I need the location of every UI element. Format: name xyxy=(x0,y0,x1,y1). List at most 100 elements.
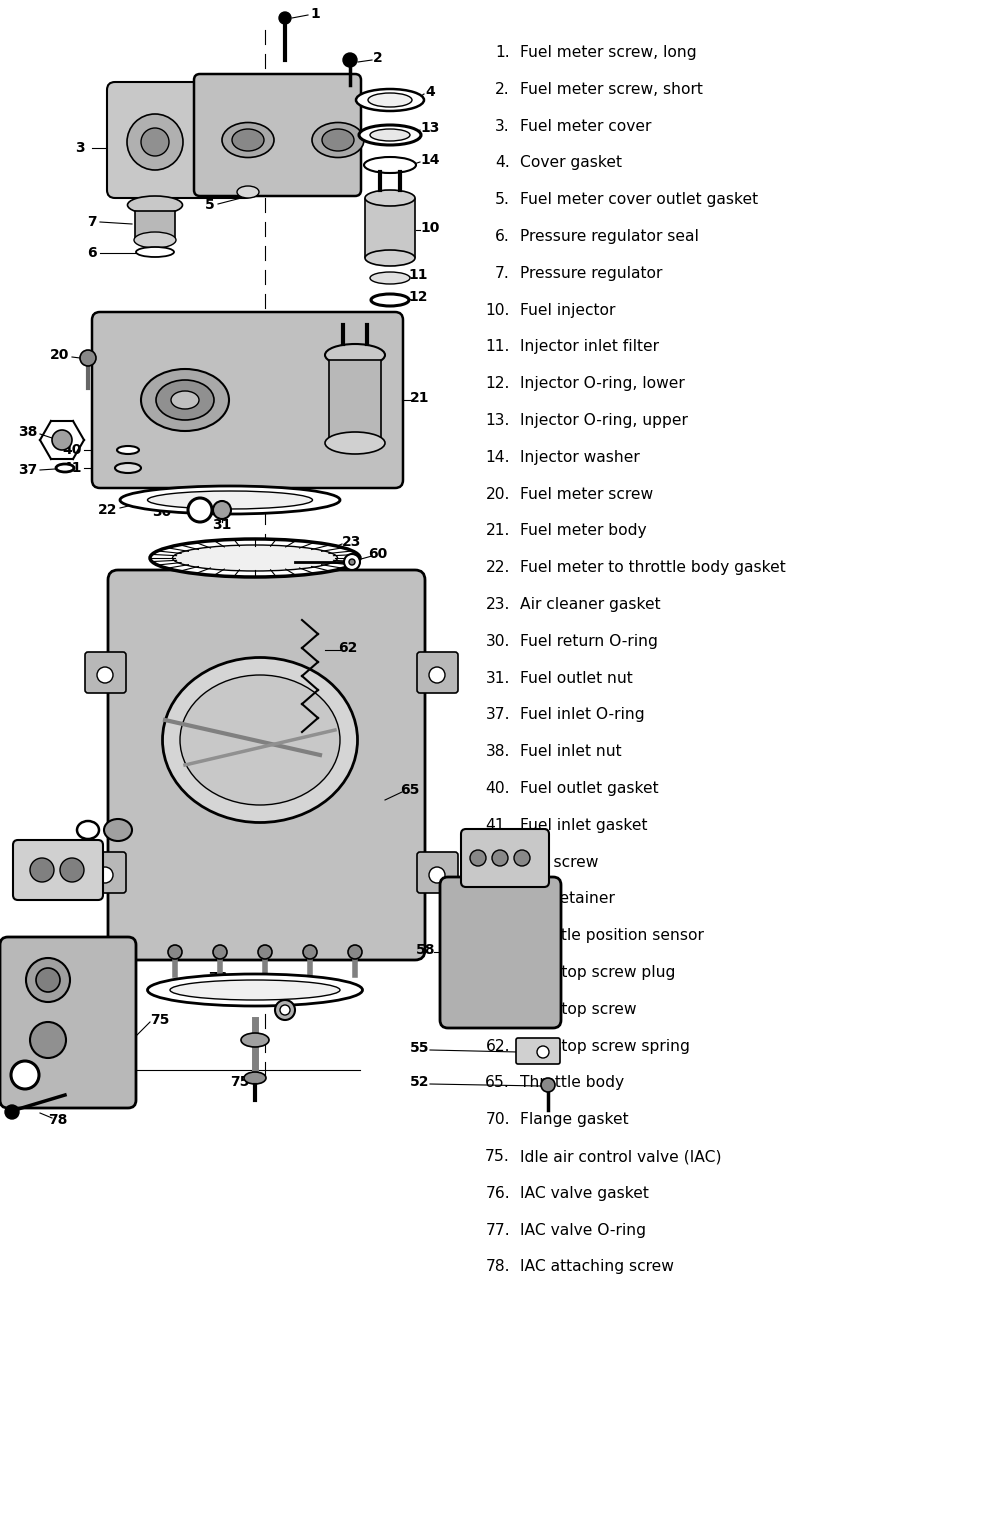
Text: 40.: 40. xyxy=(486,781,510,796)
Circle shape xyxy=(80,350,96,365)
Ellipse shape xyxy=(162,658,358,823)
Text: 78.: 78. xyxy=(486,1260,510,1275)
Ellipse shape xyxy=(117,446,139,453)
Text: 3: 3 xyxy=(75,141,85,155)
Circle shape xyxy=(279,12,291,24)
FancyBboxPatch shape xyxy=(417,652,458,693)
Text: 12.: 12. xyxy=(486,376,510,391)
Ellipse shape xyxy=(325,432,385,453)
Ellipse shape xyxy=(368,92,412,108)
Text: 5.: 5. xyxy=(495,193,510,208)
Text: IAC valve gasket: IAC valve gasket xyxy=(520,1186,649,1201)
Text: Pressure regulator: Pressure regulator xyxy=(520,265,662,280)
Text: Injector inlet filter: Injector inlet filter xyxy=(520,340,659,355)
Ellipse shape xyxy=(104,819,132,841)
Circle shape xyxy=(30,1022,66,1058)
Ellipse shape xyxy=(77,822,99,838)
Text: Fuel injector: Fuel injector xyxy=(520,303,615,317)
Circle shape xyxy=(5,1105,19,1119)
Text: 22: 22 xyxy=(98,503,118,517)
Circle shape xyxy=(280,1005,290,1016)
Text: 70.: 70. xyxy=(486,1113,510,1128)
Text: 2: 2 xyxy=(373,52,383,65)
Ellipse shape xyxy=(322,129,354,152)
Text: 7.: 7. xyxy=(495,265,510,280)
Text: Fuel meter screw, short: Fuel meter screw, short xyxy=(520,82,703,97)
Text: Throttle body: Throttle body xyxy=(520,1075,624,1090)
Text: 37: 37 xyxy=(18,462,38,478)
Circle shape xyxy=(470,850,486,866)
Ellipse shape xyxy=(237,186,259,199)
Text: 58: 58 xyxy=(416,943,436,957)
Text: 14: 14 xyxy=(420,153,440,167)
Text: 65.: 65. xyxy=(485,1075,510,1090)
Text: Fuel inlet O-ring: Fuel inlet O-ring xyxy=(520,708,645,723)
Text: Injector O-ring, lower: Injector O-ring, lower xyxy=(520,376,685,391)
Text: 41.: 41. xyxy=(486,817,510,832)
Circle shape xyxy=(429,667,445,684)
Text: 40: 40 xyxy=(62,443,82,456)
Text: 58.: 58. xyxy=(485,928,510,943)
FancyBboxPatch shape xyxy=(417,852,458,893)
Text: Flange gasket: Flange gasket xyxy=(520,1113,629,1128)
Text: IAC attaching screw: IAC attaching screw xyxy=(520,1260,674,1275)
Circle shape xyxy=(344,553,360,570)
Ellipse shape xyxy=(171,391,199,409)
Text: 2.: 2. xyxy=(495,82,510,97)
Text: 10: 10 xyxy=(420,221,440,235)
Text: 5: 5 xyxy=(205,199,215,212)
Ellipse shape xyxy=(232,129,264,152)
Ellipse shape xyxy=(148,491,312,509)
Text: 75.: 75. xyxy=(485,1149,510,1164)
Text: 30.: 30. xyxy=(486,634,510,649)
Ellipse shape xyxy=(115,462,141,473)
Text: Air cleaner gasket: Air cleaner gasket xyxy=(520,597,661,612)
Circle shape xyxy=(429,867,445,882)
FancyBboxPatch shape xyxy=(13,840,103,901)
Circle shape xyxy=(343,53,357,67)
Ellipse shape xyxy=(241,1032,269,1048)
Text: 61.: 61. xyxy=(486,1002,510,1017)
Text: Pressure regulator seal: Pressure regulator seal xyxy=(520,229,699,244)
Text: 37.: 37. xyxy=(486,708,510,723)
Text: 6.: 6. xyxy=(495,229,510,244)
Text: Idle stop screw spring: Idle stop screw spring xyxy=(520,1038,690,1054)
Text: Idle stop screw plug: Idle stop screw plug xyxy=(520,966,675,979)
Text: TPS retainer: TPS retainer xyxy=(520,891,615,907)
Text: Injector O-ring, upper: Injector O-ring, upper xyxy=(520,412,688,428)
Text: 75: 75 xyxy=(150,1013,170,1026)
Text: 76: 76 xyxy=(208,972,228,985)
Text: 30: 30 xyxy=(152,505,172,518)
Circle shape xyxy=(52,431,72,450)
Circle shape xyxy=(168,944,182,960)
Text: 22.: 22. xyxy=(486,561,510,575)
Circle shape xyxy=(97,867,113,882)
FancyBboxPatch shape xyxy=(107,82,253,199)
Text: 65: 65 xyxy=(400,782,420,797)
Text: 1: 1 xyxy=(310,8,320,21)
Text: 7: 7 xyxy=(87,215,97,229)
Circle shape xyxy=(11,1061,39,1088)
Circle shape xyxy=(30,858,54,882)
Text: 52: 52 xyxy=(410,1075,430,1088)
Circle shape xyxy=(537,1046,549,1058)
Text: Fuel meter screw: Fuel meter screw xyxy=(520,487,653,502)
Text: 75: 75 xyxy=(230,1075,250,1088)
Text: Fuel outlet nut: Fuel outlet nut xyxy=(520,670,633,685)
Circle shape xyxy=(36,969,60,991)
FancyBboxPatch shape xyxy=(365,199,415,258)
FancyBboxPatch shape xyxy=(194,74,361,196)
Circle shape xyxy=(275,1001,295,1020)
Circle shape xyxy=(213,500,231,518)
Text: 76.: 76. xyxy=(485,1186,510,1201)
Text: 60.: 60. xyxy=(486,966,510,979)
Text: Throttle position sensor: Throttle position sensor xyxy=(520,928,704,943)
Ellipse shape xyxy=(134,232,176,249)
Text: 21: 21 xyxy=(410,391,430,405)
Text: Idle stop screw: Idle stop screw xyxy=(520,1002,637,1017)
Text: TPS screw: TPS screw xyxy=(520,855,598,870)
Ellipse shape xyxy=(356,89,424,111)
FancyBboxPatch shape xyxy=(329,359,381,440)
Ellipse shape xyxy=(120,487,340,514)
Ellipse shape xyxy=(128,196,182,214)
